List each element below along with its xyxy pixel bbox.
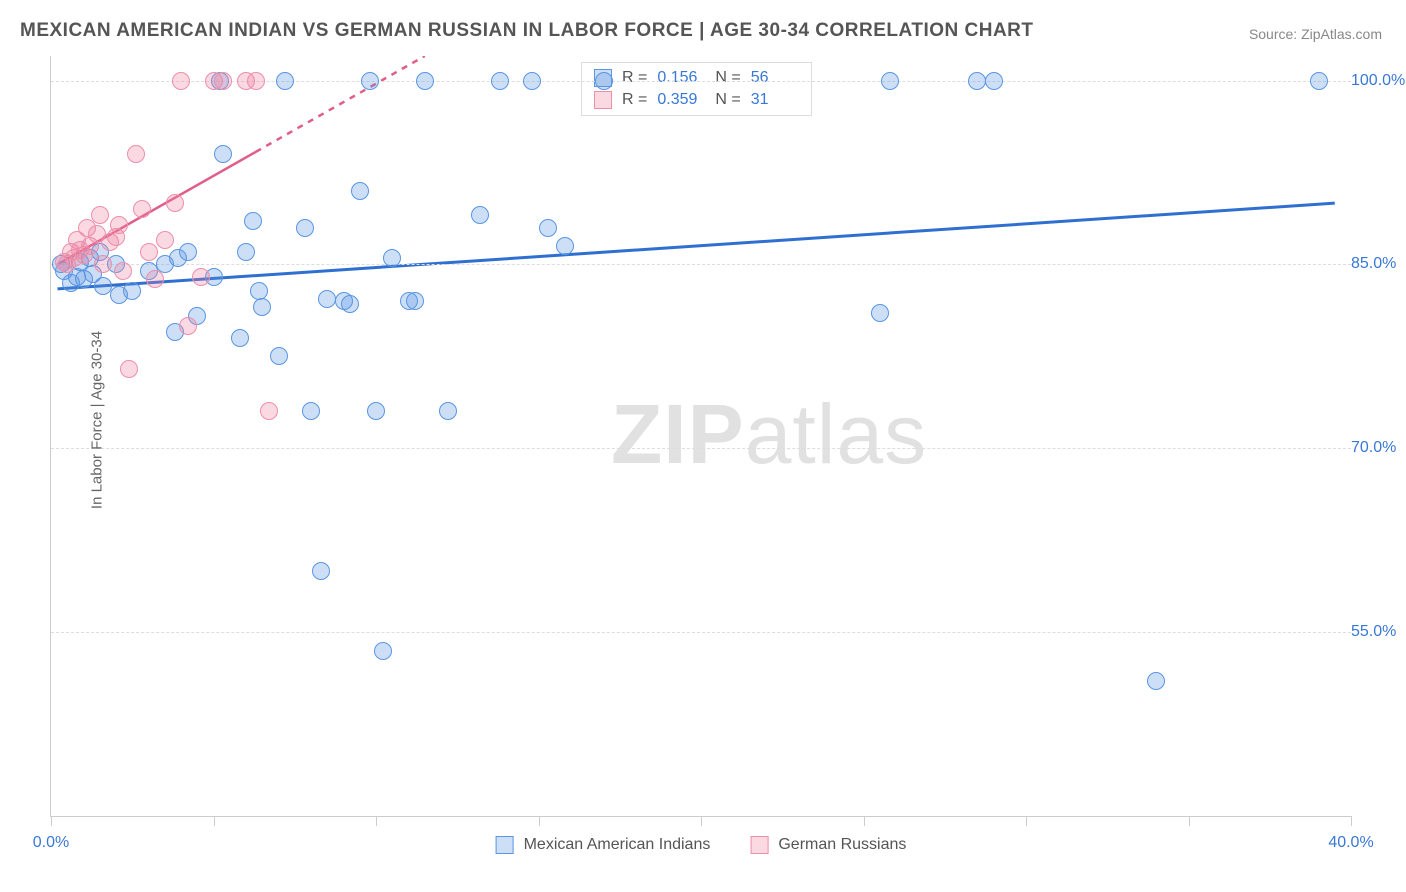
- y-tick-label: 70.0%: [1351, 439, 1406, 457]
- x-tick: [51, 816, 52, 826]
- n-value: 56: [751, 69, 799, 87]
- legend-swatch: [750, 836, 768, 854]
- x-tick-label: 40.0%: [1328, 834, 1373, 852]
- gridline: [51, 632, 1351, 633]
- data-point: [214, 145, 232, 163]
- source-attribution: Source: ZipAtlas.com: [1249, 26, 1382, 42]
- legend-swatch: [594, 91, 612, 109]
- data-point: [491, 72, 509, 90]
- data-point: [231, 329, 249, 347]
- data-point: [539, 219, 557, 237]
- legend-label: Mexican American Indians: [524, 836, 711, 854]
- x-tick: [1351, 816, 1352, 826]
- x-tick-label: 0.0%: [33, 834, 69, 852]
- legend-item: Mexican American Indians: [496, 836, 711, 854]
- watermark-zip: ZIP: [611, 387, 745, 481]
- data-point: [156, 231, 174, 249]
- data-point: [127, 145, 145, 163]
- n-label: N =: [715, 69, 740, 87]
- n-value: 31: [751, 91, 799, 109]
- data-point: [172, 72, 190, 90]
- data-point: [439, 402, 457, 420]
- data-point: [318, 290, 336, 308]
- data-point: [114, 262, 132, 280]
- data-point: [383, 249, 401, 267]
- data-point: [270, 347, 288, 365]
- data-point: [1147, 672, 1165, 690]
- data-point: [120, 360, 138, 378]
- data-point: [302, 402, 320, 420]
- data-point: [367, 402, 385, 420]
- data-point: [351, 182, 369, 200]
- stats-legend-row: R = 0.156 N = 56: [582, 67, 811, 89]
- data-point: [214, 72, 232, 90]
- data-point: [341, 295, 359, 313]
- y-tick-label: 100.0%: [1351, 72, 1406, 90]
- data-point: [123, 282, 141, 300]
- gridline: [51, 264, 1351, 265]
- data-point: [94, 277, 112, 295]
- data-point: [192, 268, 210, 286]
- data-point: [416, 72, 434, 90]
- data-point: [94, 255, 112, 273]
- data-point: [91, 206, 109, 224]
- x-tick: [1026, 816, 1027, 826]
- n-label: N =: [715, 91, 740, 109]
- data-point: [179, 317, 197, 335]
- y-tick-label: 85.0%: [1351, 255, 1406, 273]
- data-point: [253, 298, 271, 316]
- r-value: 0.359: [657, 91, 705, 109]
- data-point: [471, 206, 489, 224]
- data-point: [166, 194, 184, 212]
- data-point: [406, 292, 424, 310]
- legend-swatch: [496, 836, 514, 854]
- legend-item: German Russians: [750, 836, 906, 854]
- data-point: [556, 237, 574, 255]
- watermark-atlas: atlas: [745, 387, 927, 481]
- data-point: [1310, 72, 1328, 90]
- r-label: R =: [622, 91, 647, 109]
- r-value: 0.156: [657, 69, 705, 87]
- y-axis-label: In Labor Force | Age 30-34: [89, 331, 106, 509]
- x-tick: [1189, 816, 1190, 826]
- data-point: [146, 270, 164, 288]
- x-tick: [539, 816, 540, 826]
- y-tick-label: 55.0%: [1351, 623, 1406, 641]
- data-point: [244, 212, 262, 230]
- gridline: [51, 448, 1351, 449]
- data-point: [179, 243, 197, 261]
- chart-title: MEXICAN AMERICAN INDIAN VS GERMAN RUSSIA…: [20, 20, 1034, 42]
- data-point: [133, 200, 151, 218]
- data-point: [881, 72, 899, 90]
- data-point: [595, 72, 613, 90]
- trend-lines-layer: [51, 56, 1351, 816]
- data-point: [237, 243, 255, 261]
- data-point: [985, 72, 1003, 90]
- x-tick: [701, 816, 702, 826]
- x-tick: [864, 816, 865, 826]
- data-point: [361, 72, 379, 90]
- data-point: [140, 243, 158, 261]
- data-point: [260, 402, 278, 420]
- data-point: [523, 72, 541, 90]
- legend-label: German Russians: [778, 836, 906, 854]
- r-label: R =: [622, 69, 647, 87]
- plot-area: ZIPatlas R =0.156N =56R =0.359N =31 Mexi…: [50, 56, 1351, 817]
- x-tick: [214, 816, 215, 826]
- x-tick: [376, 816, 377, 826]
- data-point: [276, 72, 294, 90]
- data-point: [110, 216, 128, 234]
- data-point: [871, 304, 889, 322]
- stats-legend: R = 0.156 N = 56 R = 0.359 N = 31: [581, 62, 812, 116]
- data-point: [374, 642, 392, 660]
- series-legend: Mexican American Indians German Russians: [496, 836, 907, 854]
- stats-legend-row: R = 0.359 N = 31: [582, 89, 811, 111]
- data-point: [247, 72, 265, 90]
- watermark: ZIPatlas: [611, 386, 927, 483]
- data-point: [296, 219, 314, 237]
- data-point: [312, 562, 330, 580]
